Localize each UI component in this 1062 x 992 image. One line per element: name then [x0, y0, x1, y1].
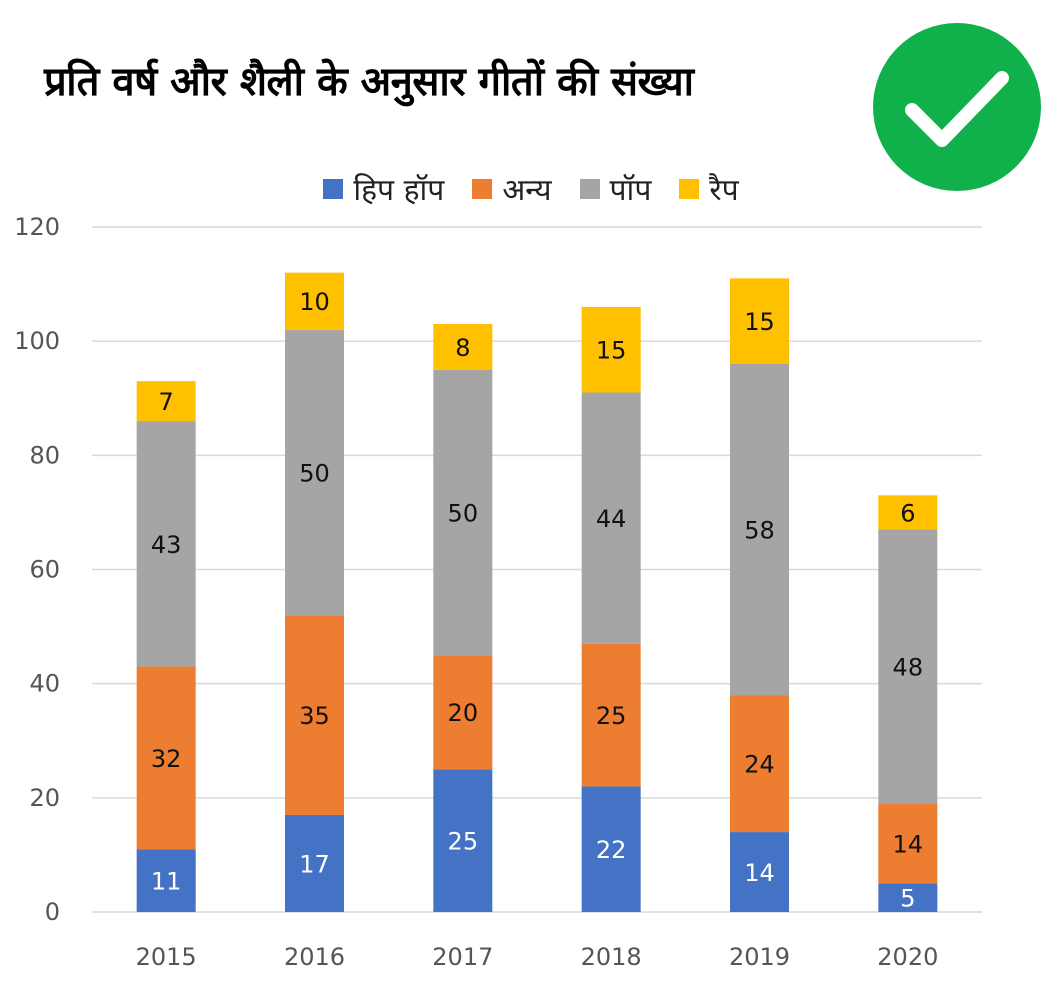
data-label: 50 — [448, 499, 479, 527]
legend-item-pop: पॉप — [579, 168, 652, 209]
chart-title: प्रति वर्ष और शैली के अनुसार गीतों की सं… — [44, 59, 694, 105]
data-label: 10 — [299, 288, 330, 316]
legend-label-hip-hop: हिप हॉप — [353, 173, 445, 208]
data-label: 44 — [596, 505, 627, 533]
legend-swatch-hip-hop — [323, 178, 344, 199]
legend-swatch-rap — [679, 178, 700, 199]
bar-segment-pop — [581, 392, 641, 644]
bar-segment-rap — [878, 495, 938, 530]
bar-segment-pop — [730, 364, 789, 696]
data-label: 5 — [900, 885, 915, 913]
x-tick-label: 2020 — [877, 943, 938, 971]
bar-segment-pop — [433, 369, 493, 656]
bar-segment-hip-hop — [730, 832, 789, 912]
bar-segment-other — [136, 666, 196, 850]
y-tick-label: 120 — [14, 213, 60, 241]
legend-label-rap: रैप — [709, 173, 739, 208]
bar-segment-hip-hop — [878, 883, 938, 912]
bar-segment-other — [878, 803, 938, 884]
y-tick-label: 100 — [14, 327, 60, 355]
legend-item-rap: रैप — [679, 168, 739, 209]
bar-segment-other — [433, 655, 493, 770]
bar-segment-other — [581, 643, 641, 787]
data-label: 15 — [596, 337, 627, 365]
bar-segment-hip-hop — [581, 786, 641, 912]
x-tick-label: 2015 — [136, 943, 197, 971]
bar-segment-other — [730, 695, 789, 833]
bar-segment-hip-hop — [136, 849, 196, 912]
y-tick-label: 20 — [29, 784, 60, 812]
data-label: 22 — [596, 836, 627, 864]
data-label: 20 — [448, 699, 479, 727]
bar-segment-pop — [285, 329, 344, 616]
data-label: 8 — [455, 334, 470, 362]
legend-swatch-pop — [579, 178, 600, 199]
legend-swatch-other — [472, 178, 493, 199]
x-tick-label: 2016 — [284, 943, 345, 971]
bar-segment-rap — [136, 381, 196, 422]
data-label: 17 — [299, 850, 330, 878]
bar-segment-pop — [878, 529, 938, 804]
x-tick-label: 2017 — [432, 943, 493, 971]
legend-label-pop: पॉप — [609, 173, 652, 208]
bar-segment-rap — [285, 272, 344, 330]
data-label: 6 — [900, 499, 915, 527]
y-tick-label: 60 — [29, 556, 60, 584]
bar-segment-rap — [433, 324, 493, 370]
data-label: 32 — [151, 745, 182, 773]
x-tick-label: 2019 — [729, 943, 790, 971]
legend: हिप हॉप अन्य पॉप रैप — [0, 168, 1062, 209]
check-mark-icon — [873, 23, 1041, 191]
data-label: 14 — [893, 831, 924, 859]
y-tick-label: 40 — [29, 670, 60, 698]
data-label: 25 — [596, 702, 627, 730]
bar-segment-pop — [136, 421, 196, 667]
data-label: 50 — [299, 459, 330, 487]
data-label: 25 — [448, 828, 479, 856]
bar-segment-hip-hop — [433, 769, 493, 912]
data-label: 15 — [744, 308, 775, 336]
bar-segment-rap — [730, 278, 789, 364]
y-tick-label: 80 — [29, 441, 60, 469]
legend-item-other: अन्य — [472, 168, 552, 209]
data-label: 58 — [744, 517, 775, 545]
data-label: 24 — [744, 751, 775, 779]
legend-label-other: अन्य — [502, 173, 552, 208]
bar-segment-rap — [581, 306, 641, 393]
data-label: 7 — [159, 388, 174, 416]
x-tick-label: 2018 — [581, 943, 642, 971]
data-label: 14 — [744, 859, 775, 887]
data-label: 35 — [299, 702, 330, 730]
bar-segment-hip-hop — [285, 814, 344, 912]
data-label: 43 — [151, 531, 182, 559]
data-label: 48 — [893, 654, 924, 682]
legend-item-hip-hop: हिप हॉप — [323, 168, 444, 209]
data-label: 11 — [151, 868, 182, 896]
y-tick-label: 0 — [45, 898, 60, 926]
bar-segment-other — [285, 615, 344, 815]
